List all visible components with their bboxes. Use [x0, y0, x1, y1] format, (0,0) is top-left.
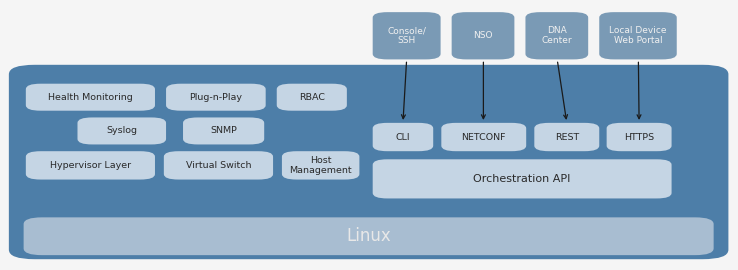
Text: REST: REST: [555, 133, 579, 141]
Text: Local Device
Web Portal: Local Device Web Portal: [610, 26, 666, 45]
Text: NETCONF: NETCONF: [461, 133, 506, 141]
Text: Virtual Switch: Virtual Switch: [186, 161, 251, 170]
FancyBboxPatch shape: [452, 12, 514, 59]
Text: Orchestration API: Orchestration API: [474, 174, 570, 184]
FancyBboxPatch shape: [26, 151, 155, 180]
Text: Plug-n-Play: Plug-n-Play: [190, 93, 242, 102]
Text: Host
Management: Host Management: [289, 156, 352, 175]
Text: Syslog: Syslog: [106, 126, 137, 136]
Text: SNMP: SNMP: [210, 126, 237, 136]
Text: CLI: CLI: [396, 133, 410, 141]
FancyBboxPatch shape: [277, 84, 347, 111]
FancyBboxPatch shape: [534, 123, 599, 151]
Text: Health Monitoring: Health Monitoring: [48, 93, 133, 102]
FancyBboxPatch shape: [26, 84, 155, 111]
FancyBboxPatch shape: [607, 123, 672, 151]
FancyBboxPatch shape: [373, 159, 672, 198]
FancyBboxPatch shape: [599, 12, 677, 59]
FancyBboxPatch shape: [525, 12, 588, 59]
FancyBboxPatch shape: [166, 84, 266, 111]
Text: Console/
SSH: Console/ SSH: [387, 26, 426, 45]
FancyBboxPatch shape: [183, 117, 264, 144]
Text: HTTPS: HTTPS: [624, 133, 654, 141]
FancyBboxPatch shape: [24, 217, 714, 255]
FancyBboxPatch shape: [373, 12, 441, 59]
FancyBboxPatch shape: [77, 117, 166, 144]
FancyBboxPatch shape: [164, 151, 273, 180]
FancyBboxPatch shape: [441, 123, 526, 151]
FancyBboxPatch shape: [373, 123, 433, 151]
Text: Hypervisor Layer: Hypervisor Layer: [50, 161, 131, 170]
Text: DNA
Center: DNA Center: [542, 26, 572, 45]
Text: NSO: NSO: [473, 31, 493, 40]
FancyBboxPatch shape: [282, 151, 359, 180]
Text: RBAC: RBAC: [299, 93, 325, 102]
FancyBboxPatch shape: [9, 65, 728, 259]
Text: Linux: Linux: [346, 227, 391, 245]
